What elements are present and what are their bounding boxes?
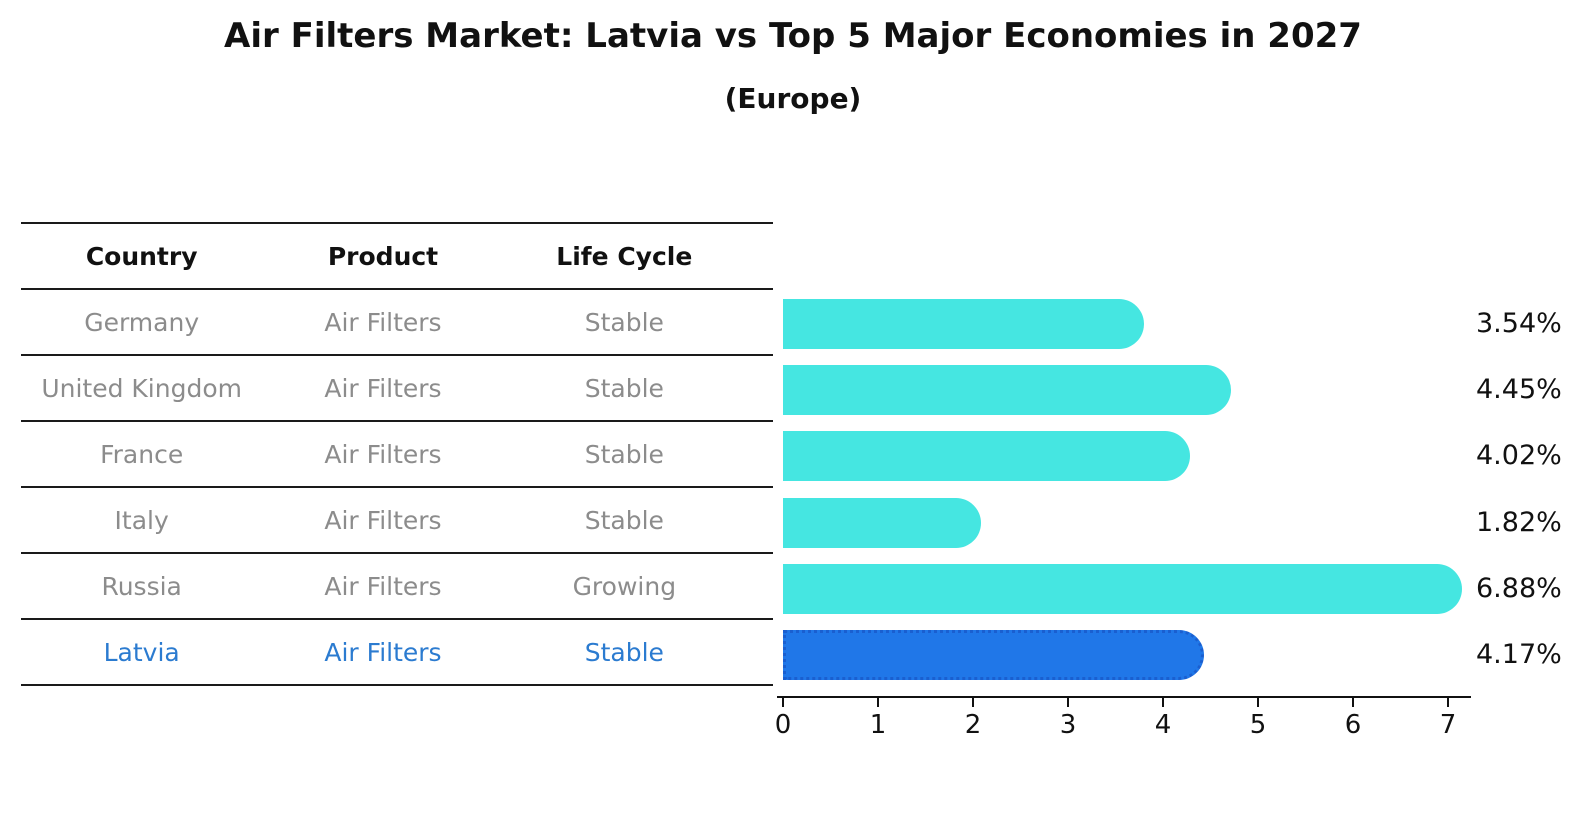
cell-country: United Kingdom (41, 373, 242, 403)
page-subtitle: (Europe) (724, 82, 862, 115)
axis-tick-label: 2 (964, 710, 982, 740)
table-header-row: Country Product Life Cycle (21, 222, 773, 290)
cell-country: Germany (84, 307, 200, 337)
cell-country: Latvia (103, 637, 180, 667)
cell-product: Air Filters (324, 505, 442, 535)
cell-life-cycle: Growing (572, 571, 677, 601)
cell-product: Air Filters (324, 637, 442, 667)
table-row-united-kingdom: United Kingdom Air Filters Stable (21, 356, 773, 422)
value-label-france: 4.02% (1476, 440, 1562, 471)
cell-product: Air Filters (324, 439, 442, 469)
axis-tick (782, 698, 784, 707)
bar-latvia (783, 630, 1204, 680)
column-header-life-cycle: Life Cycle (556, 241, 693, 271)
table-row-latvia: Latvia Air Filters Stable (21, 620, 773, 686)
cell-country: Italy (114, 505, 169, 535)
value-label-germany: 3.54% (1476, 308, 1562, 339)
country-table: Country Product Life Cycle Germany Air F… (21, 222, 773, 686)
bar-united-kingdom (783, 365, 1231, 415)
column-header-country: Country (85, 241, 198, 271)
page-title: Air Filters Market: Latvia vs Top 5 Majo… (224, 16, 1362, 56)
cell-product: Air Filters (324, 307, 442, 337)
axis-tick-label: 3 (1059, 710, 1077, 740)
axis-tick-label: 7 (1439, 710, 1457, 740)
axis-tick-label: 0 (774, 710, 792, 740)
bar-russia (783, 564, 1462, 614)
table-row-france: France Air Filters Stable (21, 422, 773, 488)
cell-country: Russia (101, 571, 182, 601)
cell-life-cycle: Stable (584, 439, 664, 469)
axis-tick-label: 4 (1154, 710, 1172, 740)
bar-germany (783, 299, 1144, 349)
table-row-italy: Italy Air Filters Stable (21, 488, 773, 554)
cell-life-cycle: Stable (584, 307, 664, 337)
bar-italy (783, 498, 981, 548)
cell-country: France (100, 439, 184, 469)
cell-product: Air Filters (324, 571, 442, 601)
axis-tick-label: 1 (869, 710, 887, 740)
axis-tick (1352, 698, 1354, 707)
value-label-united-kingdom: 4.45% (1476, 374, 1562, 405)
column-header-product: Product (327, 241, 439, 271)
axis-tick (1162, 698, 1164, 707)
axis-tick (1067, 698, 1069, 707)
table-row-germany: Germany Air Filters Stable (21, 290, 773, 356)
cell-life-cycle: Stable (584, 637, 664, 667)
axis-tick (972, 698, 974, 707)
cell-life-cycle: Stable (584, 505, 664, 535)
x-axis-line (777, 696, 1471, 698)
value-label-italy: 1.82% (1476, 507, 1562, 538)
cell-product: Air Filters (324, 373, 442, 403)
table-row-russia: Russia Air Filters Growing (21, 554, 773, 620)
axis-tick (877, 698, 879, 707)
value-label-russia: 6.88% (1476, 573, 1562, 604)
value-label-latvia: 4.17% (1476, 639, 1562, 670)
cell-life-cycle: Stable (584, 373, 664, 403)
axis-tick (1257, 698, 1259, 707)
axis-tick-label: 5 (1249, 710, 1267, 740)
axis-tick (1447, 698, 1449, 707)
axis-tick-label: 6 (1344, 710, 1362, 740)
bar-france (783, 431, 1190, 481)
